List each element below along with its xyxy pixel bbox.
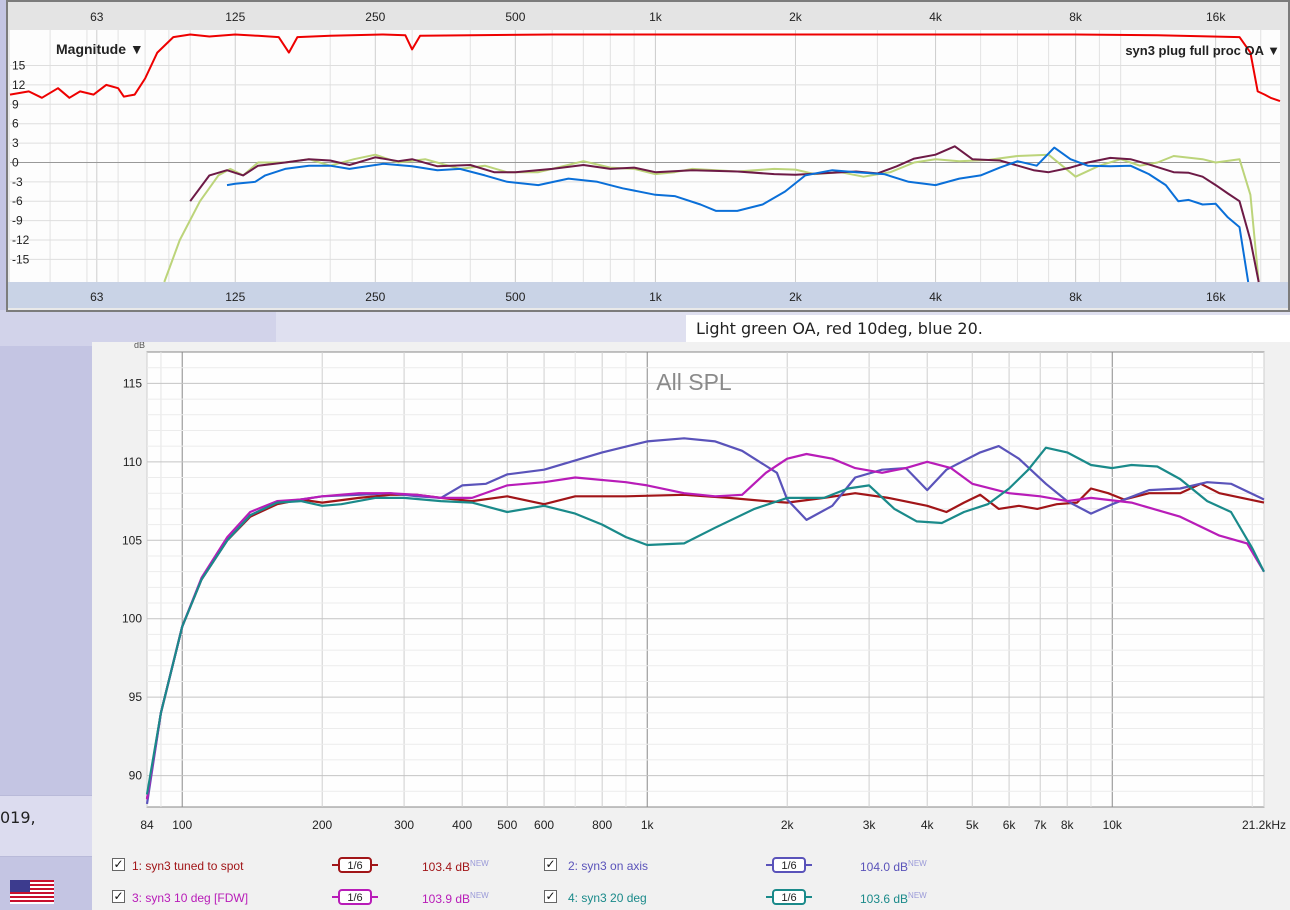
y-tick-label: 3	[12, 136, 19, 150]
x-tick-label: 16k	[1206, 290, 1226, 304]
x-tick-label: 3k	[863, 818, 877, 832]
chart-title: All SPL	[656, 369, 732, 395]
trace-selector-dropdown[interactable]: syn3 plug full proc OA ▼	[1125, 43, 1280, 58]
top-axis-bar	[8, 2, 1288, 30]
y-tick-label: -3	[12, 175, 23, 189]
y-tick-label: 100	[122, 612, 142, 626]
x-tick-label: 2k	[781, 818, 795, 832]
x-tick-label: 500	[497, 818, 517, 832]
smoothing-button[interactable]: 1/6	[332, 889, 378, 905]
magnitude-chart-window: 15 12 9 6 3 0 -3 -6 -9 -12 -15 63 63 125 125 250 250 500…	[6, 0, 1290, 312]
x-tick-label: 2k	[789, 10, 803, 24]
us-flag-icon	[10, 880, 54, 904]
svg-text:1/6: 1/6	[347, 860, 362, 872]
y-tick-label: -15	[12, 252, 30, 266]
series-checkbox[interactable]: ✓	[112, 857, 125, 871]
legend-series-name: 2: syn3 on axis	[568, 859, 649, 873]
x-tick-label: 8k	[1069, 290, 1083, 304]
x-tick-label: 600	[534, 818, 554, 832]
bottom-axis-bar	[8, 282, 1288, 308]
smoothing-button[interactable]: 1/6	[332, 857, 378, 873]
x-tick-label: 1k	[649, 10, 663, 24]
x-tick-label: 500	[505, 10, 525, 24]
x-tick-label: 125	[225, 290, 245, 304]
plot-area	[146, 351, 1265, 808]
series-line-4	[145, 446, 1265, 795]
x-tick-label: 84	[140, 818, 154, 832]
legend-level: 103.6 dBNEW	[860, 891, 927, 906]
legend-level: 103.9 dBNEW	[422, 891, 489, 906]
y-tick-label: 90	[129, 769, 143, 783]
y-tick-label: 0	[12, 155, 19, 169]
x-tick-label: 1k	[641, 818, 655, 832]
magnitude-dropdown[interactable]: Magnitude ▼	[56, 41, 144, 57]
x-tick-label: 1k	[649, 290, 663, 304]
top-series-line-4	[226, 146, 1250, 283]
y-tick-label: 95	[129, 690, 143, 704]
x-tick-label: 125	[225, 10, 245, 24]
top-series-line-1	[9, 33, 1281, 103]
y-tick-label: 110	[123, 455, 142, 469]
x-tick-label: 100	[172, 818, 192, 832]
x-tick-label: 63	[90, 290, 104, 304]
legend-level: 103.4 dBNEW	[422, 859, 489, 874]
y-axis-unit: dB	[134, 342, 145, 350]
x-tick-label: 800	[592, 818, 612, 832]
top-series-line-3	[189, 145, 1260, 283]
x-tick-label: 5k	[966, 818, 980, 832]
background-text: 019,	[0, 808, 36, 827]
x-tick-label: 200	[312, 818, 332, 832]
legend-series-name: 1: syn3 tuned to spot	[132, 859, 244, 873]
background-strip	[0, 310, 276, 346]
x-tick-label: 250	[365, 10, 385, 24]
x-tick-label: 16k	[1206, 10, 1226, 24]
y-tick-label: -6	[12, 194, 23, 208]
x-tick-label: 4k	[929, 290, 943, 304]
y-tick-label: 9	[12, 97, 19, 111]
series-checkbox[interactable]: ✓	[544, 857, 557, 871]
series-checkbox[interactable]: ✓	[112, 889, 125, 903]
series-checkbox[interactable]: ✓	[544, 889, 557, 903]
spl-chart: 115 110 105 100 95 90 84 100 200 300 400 500 600 800…	[122, 342, 1286, 832]
svg-text:1/6: 1/6	[781, 892, 796, 904]
x-tick-label: 8k	[1061, 818, 1075, 832]
svg-text:1/6: 1/6	[347, 892, 362, 904]
y-tick-label: 115	[123, 376, 142, 390]
x-tick-label: 400	[452, 818, 472, 832]
x-tick-label: 7k	[1034, 818, 1048, 832]
background-row	[0, 795, 92, 857]
x-tick-label: 8k	[1069, 10, 1083, 24]
x-tick-label: 500	[505, 290, 525, 304]
x-tick-label: 10k	[1103, 818, 1123, 832]
legend-series-name: 4: syn3 20 deg	[568, 891, 647, 905]
caption-text: Light green OA, red 10deg, blue 20.	[686, 315, 1290, 345]
y-tick-label: -12	[12, 233, 30, 247]
smoothing-button[interactable]: 1/6	[766, 857, 812, 873]
x-tick-label: 4k	[921, 818, 935, 832]
y-tick-label: -9	[12, 214, 23, 228]
x-tick-label: 300	[394, 818, 414, 832]
svg-text:1/6: 1/6	[781, 860, 796, 872]
legend-series-name: 3: syn3 10 deg [FDW]	[132, 891, 249, 905]
x-tick-label: 6k	[1003, 818, 1017, 832]
x-tick-label: 2k	[789, 290, 803, 304]
x-tick-label: 63	[90, 10, 104, 24]
spl-chart-window: 115 110 105 100 95 90 84 100 200 300 400 500 600 800…	[92, 342, 1290, 910]
y-tick-label: 6	[12, 117, 19, 131]
y-tick-label: 12	[12, 78, 26, 92]
x-tick-label: 250	[365, 290, 385, 304]
x-tick-label: 21.2kHz	[1242, 818, 1286, 832]
series-line-3	[145, 452, 1265, 800]
y-tick-label: 15	[12, 59, 26, 73]
legend-level: 104.0 dBNEW	[860, 859, 927, 874]
plot-area	[10, 30, 1280, 282]
y-tick-label: 105	[122, 533, 142, 547]
smoothing-button[interactable]: 1/6	[766, 889, 812, 905]
x-tick-label: 4k	[929, 10, 943, 24]
